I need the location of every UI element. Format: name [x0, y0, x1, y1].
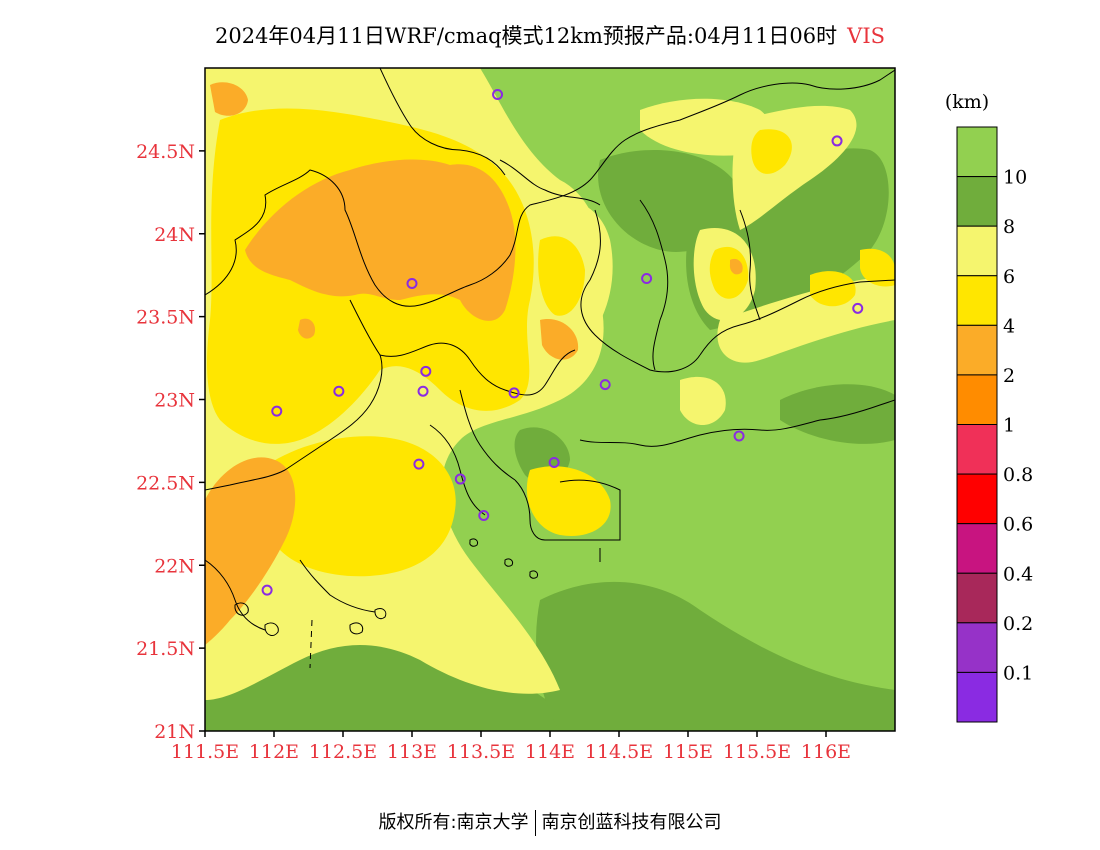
visibility-field — [205, 68, 895, 731]
station-marker — [454, 473, 466, 485]
legend-swatch — [956, 572, 998, 624]
legend-swatch — [956, 622, 998, 673]
station-marker — [831, 135, 843, 147]
station-marker — [508, 387, 520, 399]
legend-swatch — [956, 126, 998, 178]
lon-tick-label: 112E — [249, 741, 299, 763]
longitude-axis: 111.5E 112E 112.5E 113E 113.5E 114E 114.5E 115E… — [171, 731, 851, 763]
legend-label: 0.2 — [1003, 613, 1033, 635]
legend-label: 0.1 — [1003, 662, 1033, 684]
legend-swatch — [956, 671, 998, 723]
station-marker — [478, 510, 490, 522]
lat-tick-label: 21N — [154, 721, 195, 743]
legend-label: 0.4 — [1003, 563, 1033, 585]
lon-tick-label: 112.5E — [309, 741, 377, 763]
coast-islands — [234, 538, 601, 669]
station-marker — [417, 385, 429, 397]
lon-tick-label: 113.5E — [447, 741, 515, 763]
latitude-axis: 24.5N 24N 23.5N 23N 22.5N 22N 21.5N 21N — [136, 141, 205, 743]
station-markers — [261, 89, 864, 596]
legend-label: 0.8 — [1003, 464, 1033, 486]
legend-unit: (km) — [945, 91, 989, 113]
lat-tick-label: 22.5N — [136, 472, 195, 494]
legend-swatch — [956, 374, 998, 425]
station-marker — [406, 277, 418, 289]
lon-tick-label: 115E — [663, 741, 713, 763]
lon-tick-label: 114E — [525, 741, 575, 763]
legend-swatch — [956, 176, 998, 227]
legend-swatch — [956, 424, 998, 475]
legend-label: 1 — [1003, 415, 1015, 437]
station-marker — [852, 302, 864, 314]
station-marker — [261, 584, 273, 596]
lon-tick-label: 116E — [801, 741, 851, 763]
title-variable: VIS — [847, 24, 886, 48]
legend-swatch — [956, 275, 998, 326]
lat-tick-label: 22N — [154, 555, 195, 577]
legend-label: 6 — [1003, 266, 1015, 288]
station-marker — [413, 458, 425, 470]
legend-label: 8 — [1003, 216, 1015, 238]
footer-separator — [534, 810, 536, 836]
lat-tick-label: 21.5N — [136, 638, 195, 660]
lon-tick-label: 115.5E — [723, 741, 791, 763]
station-marker — [271, 405, 283, 417]
copyright-footer: 版权所有:南京大学 南京创蓝科技有限公司 — [0, 808, 1100, 836]
map-title: 2024年04月11日WRF/cmaq模式12km预报产品:04月11日06时 V… — [0, 20, 1100, 50]
legend-label: 2 — [1003, 365, 1015, 387]
station-marker — [733, 430, 745, 442]
title-main: 2024年04月11日WRF/cmaq模式12km预报产品:04月11日06时 — [214, 24, 838, 48]
lat-tick-label: 23.5N — [136, 307, 195, 329]
legend-swatch — [956, 473, 998, 525]
station-marker — [548, 456, 560, 468]
legend-swatch — [956, 225, 998, 277]
station-marker — [492, 89, 504, 101]
color-legend: (km) 10 8 6 4 2 1 0.8 0.6 0.4 0.2 0.1 — [945, 91, 1033, 723]
footer-left: 版权所有:南京大学 — [378, 812, 529, 833]
lon-tick-label: 114.5E — [585, 741, 653, 763]
legend-swatch — [956, 523, 998, 574]
legend-swatch — [956, 324, 998, 376]
station-marker — [420, 365, 432, 377]
station-marker — [641, 273, 653, 285]
lat-tick-label: 23N — [154, 390, 195, 412]
legend-label: 0.6 — [1003, 514, 1033, 536]
station-marker — [599, 379, 611, 391]
lon-tick-label: 111.5E — [171, 741, 239, 763]
station-marker — [333, 385, 345, 397]
legend-label: 4 — [1003, 315, 1015, 337]
lon-tick-label: 113E — [387, 741, 437, 763]
legend-label: 10 — [1003, 167, 1027, 189]
footer-right: 南京创蓝科技有限公司 — [541, 812, 722, 833]
lat-tick-label: 24.5N — [136, 141, 195, 163]
lat-tick-label: 24N — [154, 224, 195, 246]
admin-boundaries — [205, 68, 895, 631]
